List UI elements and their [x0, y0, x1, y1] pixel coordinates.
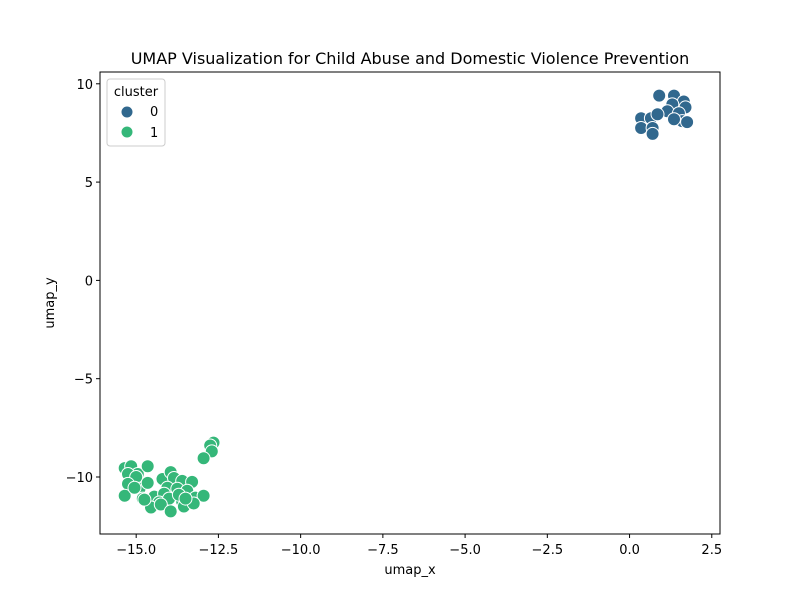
scatter-point-cluster-0: [667, 112, 681, 127]
scatter-point-cluster-0: [652, 88, 667, 103]
x-tick-label: −12.5: [198, 543, 238, 558]
x-tick-label: −5.0: [449, 543, 481, 558]
scatter-point-cluster-1: [153, 497, 168, 512]
y-tick-label: −10: [66, 471, 93, 486]
scatter-point-cluster-1: [117, 488, 132, 503]
legend-title: cluster: [114, 85, 159, 100]
legend-marker-1: [120, 125, 134, 139]
scatter-point-cluster-1: [140, 459, 155, 474]
legend-label-1: 1: [150, 126, 158, 141]
points-layer: [117, 88, 695, 519]
x-tick-label: −15.0: [116, 543, 156, 558]
x-tick-label: 0.0: [619, 543, 640, 558]
x-axis-label: umap_x: [384, 563, 436, 578]
x-tick-label: −10.0: [281, 543, 321, 558]
x-tick-label: 2.5: [701, 543, 722, 558]
ticks-layer: −15.0 −12.5 −10.0 −7.5 −5.0 −2.5 0.0 2.5 −10 −5 0 5…: [66, 78, 723, 558]
axes-frame: [99, 71, 721, 535]
y-tick-label: 0: [85, 274, 93, 289]
scatter-point-cluster-1: [163, 504, 178, 519]
legend: cluster 0 1: [106, 78, 166, 147]
scatter-point-cluster-1: [196, 488, 211, 503]
chart-title: UMAP Visualization for Child Abuse and D…: [131, 49, 690, 68]
legend-marker-0: [120, 105, 134, 119]
y-tick-label: 5: [85, 176, 93, 191]
scatter-point-cluster-1: [178, 491, 193, 506]
scatter-point-cluster-0: [680, 115, 695, 130]
scatter-point-cluster-1: [127, 480, 142, 495]
scatter-point-cluster-0: [650, 107, 665, 122]
y-tick-label: 10: [76, 78, 93, 93]
scatter-point-cluster-1: [196, 451, 211, 466]
x-tick-label: −7.5: [367, 543, 399, 558]
scatter-point-cluster-0: [645, 126, 660, 141]
scatter-point-cluster-1: [140, 475, 155, 490]
y-tick-label: −5: [74, 373, 93, 388]
x-tick-label: −2.5: [532, 543, 564, 558]
legend-label-0: 0: [150, 105, 158, 120]
y-axis-label: umap_y: [43, 277, 58, 329]
scatter-point-cluster-1: [137, 492, 152, 507]
